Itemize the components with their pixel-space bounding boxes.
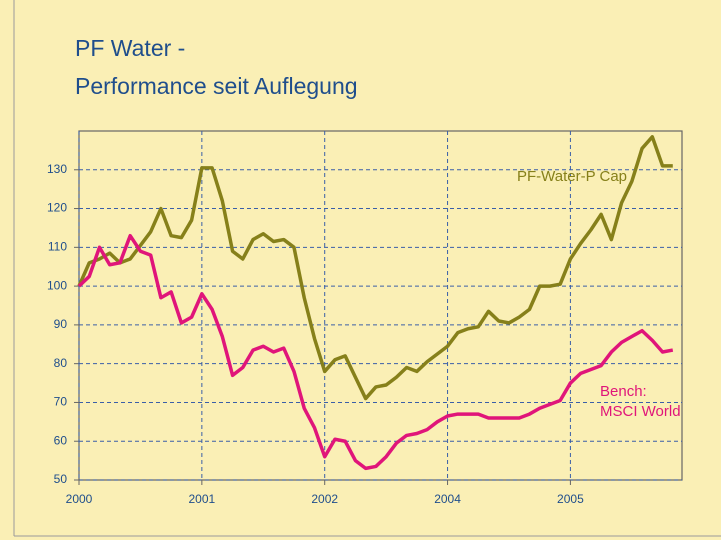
y-tick-label: 130 — [47, 162, 67, 176]
chart-title: PF Water - — [75, 35, 185, 61]
data-line — [77, 233, 674, 471]
y-tick-label: 100 — [47, 278, 67, 292]
x-tick-label: 2005 — [557, 492, 584, 506]
annotation: PF-Water-P Cap — [517, 168, 627, 185]
annotation: Bench: — [600, 383, 647, 400]
y-tick-label: 50 — [54, 472, 68, 486]
y-tick-label: 110 — [48, 240, 67, 254]
annotation: MSCI World — [600, 403, 681, 420]
y-tick-label: 70 — [54, 395, 68, 409]
x-tick-label: 2002 — [311, 492, 338, 506]
x-tick-label: 2004 — [434, 492, 461, 506]
y-tick-label: 90 — [54, 317, 68, 331]
chart-subtitle: Performance seit Auflegung — [75, 73, 358, 99]
y-tick-label: 120 — [47, 201, 67, 215]
x-tick-label: 2001 — [189, 492, 216, 506]
x-tick-label: 2000 — [66, 492, 93, 506]
y-tick-label: 60 — [54, 433, 68, 447]
data-line — [77, 135, 673, 401]
y-tick-label: 80 — [54, 356, 68, 370]
